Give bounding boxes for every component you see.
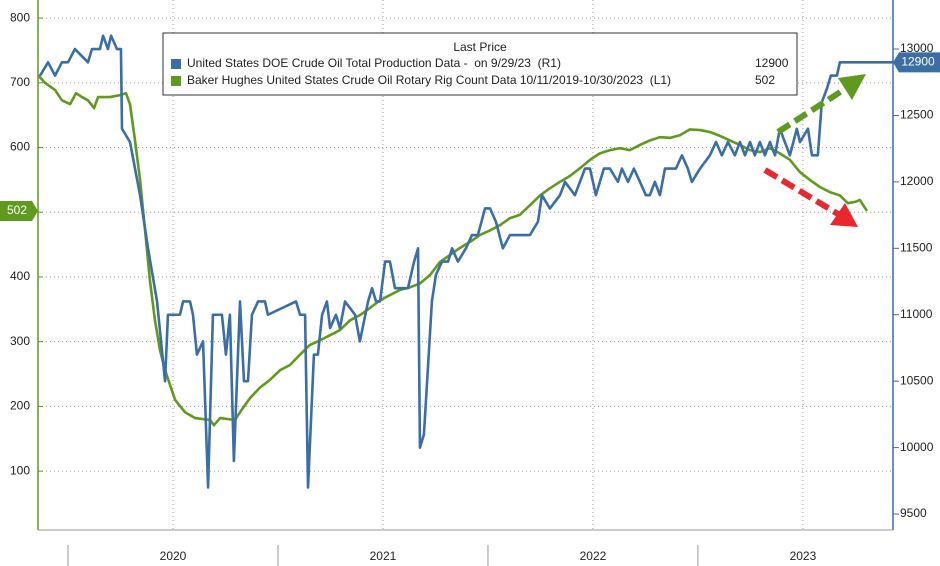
last-price-label: 12900 [901,54,935,68]
y2-tick-label: 11000 [900,307,933,321]
legend-swatch [171,76,181,86]
arrow-head [830,203,858,227]
y-tick-label: 100 [10,463,30,477]
series-layer [38,34,893,489]
green-arrow [776,74,866,135]
legend-entry: Baker Hughes United States Crude Oil Rot… [187,73,671,87]
y2-tick-label: 12500 [900,108,934,122]
y2-tick-label: 9500 [900,506,927,520]
last-price-tag [893,52,940,73]
y-tick-label: 800 [10,10,30,24]
arrow-shaft [763,167,840,217]
x-tick-label: 2022 [580,549,607,563]
legend-box [162,32,798,96]
series-line [38,34,893,489]
y2-tick-label: 12000 [900,174,934,188]
legend-value: 502 [755,73,775,87]
y-tick-label: 200 [10,399,30,413]
y2-tick-label: 11500 [900,240,933,254]
y2-tick-label: 10000 [900,440,934,454]
x-tick-label: 2021 [370,549,397,563]
legend-heading: Last Price [453,40,507,54]
x-tick-label: 2020 [160,549,187,563]
x-tick-label: 2023 [790,549,817,563]
y2-tick-label: 10500 [900,373,934,387]
y-tick-label: 600 [10,140,30,154]
last-price-label: 502 [7,203,27,217]
legend-swatch [171,59,181,69]
legend-value: 12900 [755,56,789,70]
y-tick-label: 300 [10,334,30,348]
y2-tick-label: 13000 [900,41,934,55]
legend-entry: United States DOE Crude Oil Total Produc… [187,56,561,70]
series-line [38,74,869,427]
y-tick-label: 400 [10,269,30,283]
last-price-tag [0,200,38,221]
arrow-shaft [776,86,847,135]
y-tick-label: 700 [10,75,30,89]
legend: Last Price United States DOE Crude Oil T… [162,32,798,96]
red-arrow [763,167,858,227]
arrow-head [838,74,866,100]
